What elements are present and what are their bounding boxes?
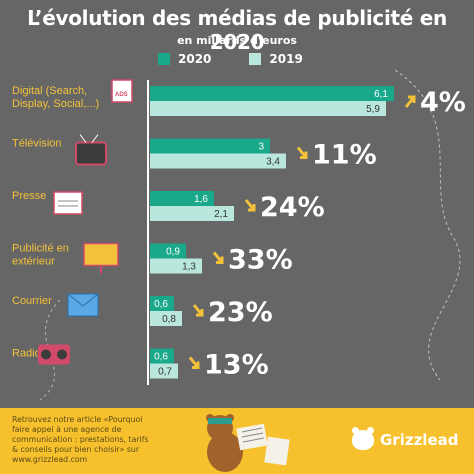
change-label: 11% (312, 140, 377, 171)
bear-reading-illustration (206, 414, 290, 472)
legend-item-2020: 2020 (158, 52, 211, 66)
arrow-up-icon (404, 95, 416, 108)
data-label-2020: 0,6 (154, 299, 168, 310)
category-label-line: Radio (12, 348, 41, 360)
data-label-2019: 1,3 (182, 262, 196, 273)
bar-2020 (150, 138, 270, 154)
data-label-2019: 2,1 (214, 209, 228, 220)
newspaper-icon (53, 191, 83, 215)
bar-2020 (150, 348, 174, 364)
bar-chart: Digital (Search, Display, Social,...) ADS 6… (12, 69, 466, 401)
category-label: Presse (12, 190, 46, 202)
category-label-line: Publicité en (12, 243, 69, 255)
ads-icon-text: ADS (115, 92, 128, 98)
arrow-down-icon (188, 356, 200, 369)
brand-name: Grizzlead (380, 431, 459, 449)
legend: 2020 2019 (158, 52, 303, 66)
category-label: Digital (Search, Display, Social,...) (12, 85, 99, 110)
footer: Retrouvez notre article «Pourquoi faire … (0, 408, 474, 474)
data-label-2020: 3 (258, 142, 264, 153)
ads-web-icon (111, 79, 133, 103)
bar-2019 (150, 153, 286, 169)
bar-2019 (150, 258, 202, 274)
bar-2020 (150, 191, 214, 206)
data-label-2019: 5,9 (366, 104, 380, 115)
bar-2020 (150, 243, 186, 259)
footer-text: Retrouvez notre article «Pourquoi faire … (12, 415, 149, 464)
arrow-down-icon (296, 146, 308, 159)
data-label-2020: 6,1 (374, 89, 388, 100)
arrow-down-icon (212, 251, 224, 264)
legend-swatch-2020 (158, 53, 170, 65)
legend-swatch-2019 (249, 53, 262, 65)
category-label-line: Courrier (12, 295, 52, 307)
category-label: Radio (12, 348, 41, 360)
bar-2019 (150, 206, 234, 221)
category-label-line: Presse (12, 190, 46, 202)
chart-title: L’évolution des médias de publicité en 2… (27, 6, 447, 54)
envelope-flap (67, 293, 99, 307)
tv-antenna (91, 134, 99, 143)
data-label-2020: 0,6 (154, 352, 168, 363)
brand-logo: Grizzlead (352, 427, 459, 450)
tv-antenna (79, 134, 87, 143)
change-label: 24% (260, 192, 325, 223)
data-label-2019: 3,4 (266, 157, 280, 168)
change-label: 4% (420, 87, 466, 118)
bar-2020 (150, 296, 174, 311)
bar-2020 (150, 86, 394, 101)
arrow-down-icon (192, 304, 204, 317)
category-label-line: Display, Social,...) (12, 98, 99, 110)
category-label: Courrier (12, 295, 52, 307)
category-label: Télévision (12, 138, 62, 150)
bar-2019 (150, 101, 386, 116)
data-label-2019: 0,8 (162, 314, 176, 325)
legend-label-2019: 2019 (269, 52, 303, 66)
legend-item-2019: 2019 (249, 52, 303, 66)
data-label-2020: 1,6 (194, 194, 208, 205)
legend-label-2020: 2020 (178, 52, 212, 66)
category-label-line: Digital (Search, (12, 85, 87, 97)
change-label: 33% (228, 245, 293, 276)
change-label: 23% (208, 297, 273, 328)
television-icon (75, 141, 107, 166)
bar-2019 (150, 363, 178, 379)
category-label-line: Télévision (12, 138, 62, 150)
chart-subtitle: en millards d’euros (177, 34, 297, 47)
data-label-2020: 0,9 (166, 247, 180, 258)
radio-speaker (41, 349, 51, 360)
arrow-down-icon (244, 199, 256, 212)
change-label: 13% (204, 350, 269, 381)
billboard-icon (83, 242, 119, 267)
category-label-line: extérieur (12, 256, 55, 268)
bar-2019 (150, 311, 182, 326)
category-label: Publicité en extérieur (12, 243, 69, 268)
radio-speaker (57, 349, 67, 360)
bear-logo-icon (352, 427, 374, 450)
dashed-curve (394, 69, 461, 381)
data-label-2019: 0,7 (158, 367, 172, 378)
